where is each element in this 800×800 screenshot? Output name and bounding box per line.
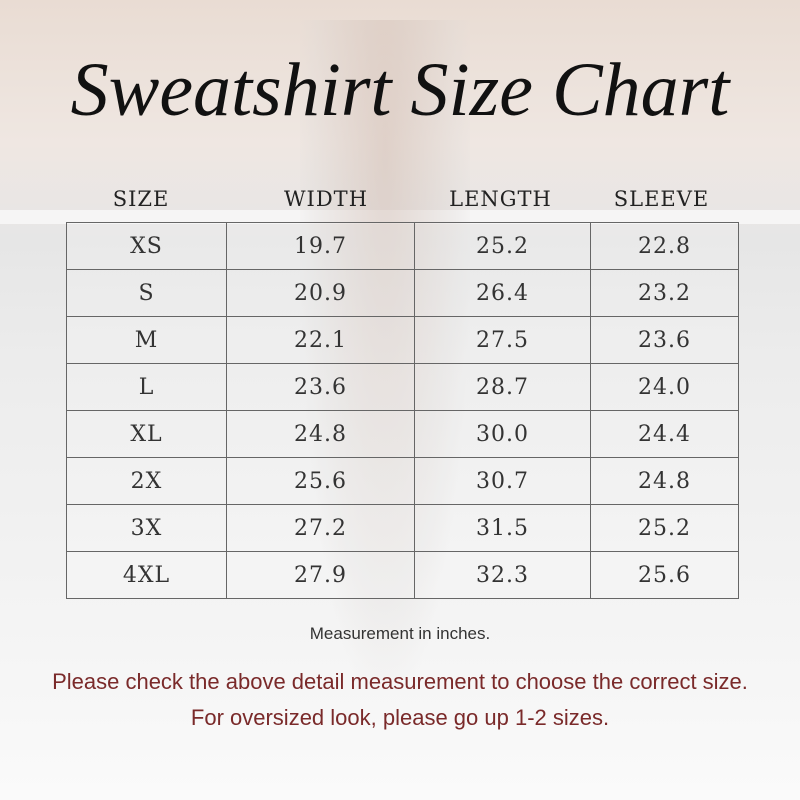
table-cell: 32.3 (414, 551, 591, 599)
table-cell: XS (66, 222, 227, 270)
table-cell: L (66, 363, 227, 411)
table-cell: 28.7 (414, 363, 591, 411)
table-cell: 24.4 (590, 410, 739, 458)
table-cell: 25.2 (590, 504, 739, 552)
table-cell: 27.2 (226, 504, 415, 552)
header-size: SIZE (112, 187, 170, 211)
table-row: L 23.6 28.7 24.0 (66, 363, 739, 411)
header-length: LENGTH (449, 187, 552, 211)
table-cell: M (66, 316, 227, 364)
table-cell: 19.7 (226, 222, 415, 270)
table-row: M 22.1 27.5 23.6 (66, 316, 739, 364)
table-cell: 2X (66, 457, 227, 505)
header-sleeve: SLEEVE (613, 187, 710, 211)
page-title: Sweatshirt Size Chart (70, 48, 730, 132)
table-cell: 24.8 (226, 410, 415, 458)
table-cell: 23.6 (226, 363, 415, 411)
table-row: S 20.9 26.4 23.2 (66, 269, 739, 317)
advice-note: Please check the above detail measuremen… (52, 669, 748, 694)
table-cell: 22.8 (590, 222, 739, 270)
table-cell: 3X (66, 504, 227, 552)
table-cell: 20.9 (226, 269, 415, 317)
size-table: XS 19.7 25.2 22.8 S 20.9 26.4 23.2 M 22.1 27.5 23.6… (66, 222, 739, 599)
table-cell: XL (66, 410, 227, 458)
table-cell: 31.5 (414, 504, 591, 552)
table-cell: 25.6 (226, 457, 415, 505)
table-cell: 25.2 (414, 222, 591, 270)
table-cell: 24.0 (590, 363, 739, 411)
unit-note: Measurement in inches. (309, 624, 491, 643)
table-cell: 25.6 (590, 551, 739, 599)
table-row: XL 24.8 30.0 24.4 (66, 410, 739, 458)
table-cell: 22.1 (226, 316, 415, 364)
table-cell: S (66, 269, 227, 317)
table-cell: 23.6 (590, 316, 739, 364)
table-cell: 23.2 (590, 269, 739, 317)
table-cell: 30.0 (414, 410, 591, 458)
table-cell: 27.5 (414, 316, 591, 364)
header-width: WIDTH (283, 187, 369, 211)
table-cell: 26.4 (414, 269, 591, 317)
table-cell: 30.7 (414, 457, 591, 505)
oversized-note: For oversized look, please go up 1-2 siz… (190, 705, 610, 730)
table-row: 4XL 27.9 32.3 25.6 (66, 551, 739, 599)
table-row: 2X 25.6 30.7 24.8 (66, 457, 739, 505)
table-cell: 4XL (66, 551, 227, 599)
table-cell: 24.8 (590, 457, 739, 505)
table-cell: 27.9 (226, 551, 415, 599)
table-row: 3X 27.2 31.5 25.2 (66, 504, 739, 552)
table-row: XS 19.7 25.2 22.8 (66, 222, 739, 270)
